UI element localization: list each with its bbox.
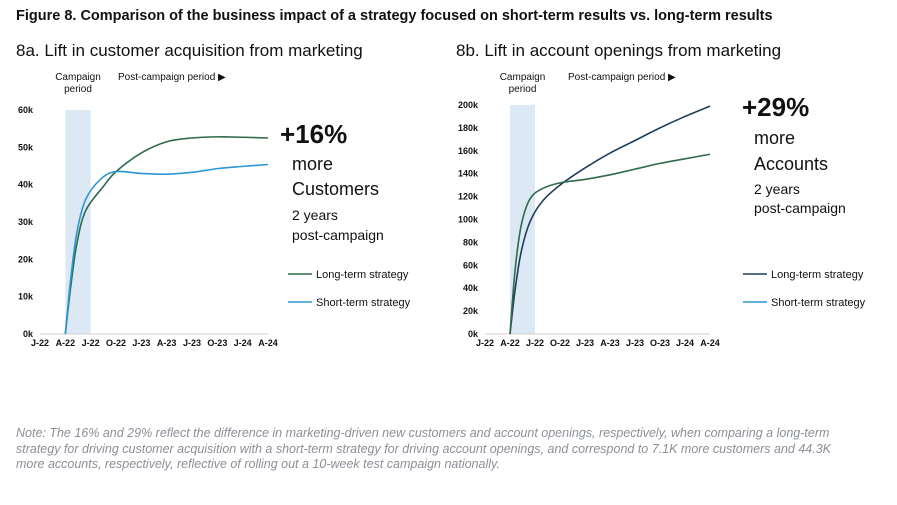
- y-tick-label: 10k: [18, 292, 34, 302]
- y-tick-label: 0k: [468, 329, 479, 339]
- chart-a-subtitle: 8a. Lift in customer acquisition from ma…: [16, 41, 363, 60]
- callout-subtext: 2 years: [754, 181, 800, 197]
- campaign-period-label: period: [509, 84, 537, 95]
- campaign-period-label: Campaign: [500, 72, 546, 83]
- callout-subtext: post-campaign: [292, 227, 384, 243]
- x-tick-label: O-23: [207, 338, 227, 348]
- x-tick-label: J-22: [476, 338, 494, 348]
- y-tick-label: 30k: [18, 217, 34, 227]
- x-tick-label: J-22: [526, 338, 544, 348]
- legend-long-term-label: Long-term strategy: [771, 269, 864, 281]
- callout-text: Accounts: [754, 154, 828, 174]
- y-tick-label: 60k: [18, 105, 34, 115]
- footnote: Note: The 16% and 29% reflect the differ…: [16, 426, 831, 471]
- callout-text: more: [754, 128, 795, 148]
- series-short-term-line: [509, 153, 711, 335]
- callout-percent: +16%: [280, 119, 347, 149]
- campaign-period-label: Campaign: [55, 72, 101, 83]
- y-tick-label: 180k: [458, 123, 479, 133]
- y-tick-label: 200k: [458, 100, 479, 110]
- x-tick-label: A-22: [56, 338, 76, 348]
- x-tick-label: J-24: [676, 338, 694, 348]
- series-long-term-line: [509, 105, 711, 335]
- series-short-term-line: [64, 163, 269, 335]
- y-tick-label: 100k: [458, 215, 479, 225]
- post-campaign-label: Post-campaign period ▶: [118, 72, 226, 83]
- x-tick-label: J-23: [576, 338, 594, 348]
- x-tick-label: A-22: [500, 338, 520, 348]
- y-tick-label: 20k: [18, 254, 34, 264]
- y-tick-label: 60k: [463, 260, 479, 270]
- figure-title: Figure 8. Comparison of the business imp…: [16, 8, 773, 24]
- y-tick-label: 40k: [463, 283, 479, 293]
- x-tick-label: J-23: [626, 338, 644, 348]
- y-tick-label: 0k: [23, 329, 34, 339]
- y-tick-label: 50k: [18, 142, 34, 152]
- x-tick-label: J-22: [82, 338, 100, 348]
- x-tick-label: A-23: [600, 338, 620, 348]
- campaign-period-label: period: [64, 84, 92, 95]
- legend-short-term-label: Short-term strategy: [771, 297, 866, 309]
- x-tick-label: A-23: [157, 338, 177, 348]
- y-tick-label: 120k: [458, 192, 479, 202]
- y-tick-label: 140k: [458, 169, 479, 179]
- callout-text: Customers: [292, 179, 379, 199]
- y-tick-label: 80k: [463, 237, 479, 247]
- chart-b-subtitle: 8b. Lift in account openings from market…: [456, 41, 782, 60]
- x-tick-label: O-23: [650, 338, 670, 348]
- callout-percent: +29%: [742, 92, 809, 122]
- legend-short-term-label: Short-term strategy: [316, 297, 411, 309]
- x-tick-label: J-23: [183, 338, 201, 348]
- x-tick-label: O-22: [550, 338, 570, 348]
- y-tick-label: 40k: [18, 180, 34, 190]
- x-tick-label: J-23: [132, 338, 150, 348]
- legend-long-term-label: Long-term strategy: [316, 269, 409, 281]
- callout-text: more: [292, 154, 333, 174]
- post-campaign-label: Post-campaign period ▶: [568, 72, 676, 83]
- y-tick-label: 20k: [463, 306, 479, 316]
- callout-subtext: post-campaign: [754, 200, 846, 216]
- x-tick-label: J-24: [234, 338, 252, 348]
- y-tick-label: 160k: [458, 146, 479, 156]
- x-tick-label: J-22: [31, 338, 49, 348]
- x-tick-label: A-24: [258, 338, 278, 348]
- x-tick-label: O-22: [106, 338, 126, 348]
- series-long-term-line: [64, 136, 269, 335]
- callout-subtext: 2 years: [292, 207, 338, 223]
- x-tick-label: A-24: [700, 338, 720, 348]
